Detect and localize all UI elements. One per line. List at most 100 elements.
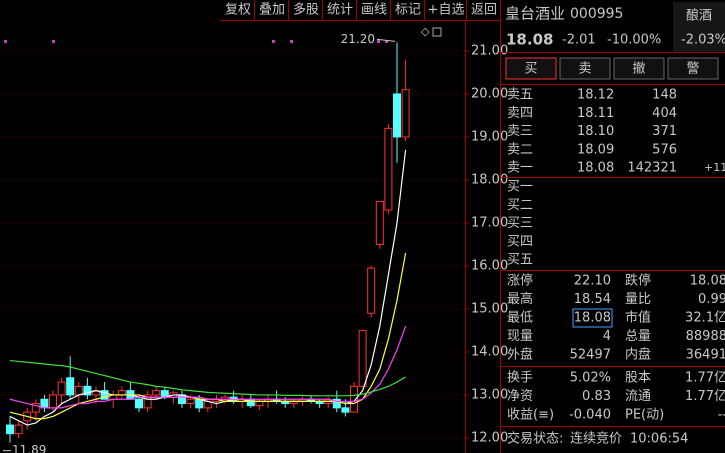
toolbar-button[interactable]: 画线	[361, 3, 387, 18]
toolbar-button[interactable]: 多股	[293, 2, 319, 18]
y-tick-label: 17.00	[471, 215, 508, 230]
y-tick-label: 18.00	[471, 172, 508, 187]
stock-name: 皇台酒业	[505, 5, 565, 23]
stat-value: 36491	[686, 348, 725, 363]
y-tick-label: 19.00	[471, 129, 508, 144]
trade-button-label[interactable]: 卖	[578, 62, 591, 77]
order-price: 18.12	[577, 88, 614, 103]
moving-average	[9, 359, 406, 397]
toolbar-button[interactable]: 返回	[471, 3, 497, 18]
order-label: 买四	[507, 234, 533, 249]
moving-average	[9, 325, 407, 409]
candle-body	[14, 424, 23, 435]
y-tick-label: 20.00	[471, 86, 508, 101]
diamond-icon: ◇	[421, 25, 430, 38]
order-label: 卖四	[507, 106, 533, 121]
candle-body	[195, 398, 204, 409]
candle-body	[66, 377, 75, 396]
status-value: 连续竞价	[570, 431, 622, 447]
stat-value: 18.08	[574, 311, 611, 326]
stat-label: 现量	[507, 329, 533, 344]
candle-body	[178, 394, 186, 405]
stat-label: PE(动)	[625, 408, 664, 423]
price-change: -2.01	[562, 33, 596, 48]
stat-value: 32.1亿	[685, 311, 725, 326]
order-label: 买一	[507, 180, 533, 195]
marker-dot	[52, 40, 55, 43]
order-label: 买三	[507, 216, 533, 231]
stat-label: 流通	[625, 389, 651, 404]
stat-label: 最低	[507, 311, 533, 326]
sector-box	[673, 2, 725, 52]
order-price: 18.09	[577, 142, 614, 157]
trade-button-label[interactable]: 撤	[632, 61, 645, 77]
order-label: 买五	[507, 253, 533, 268]
candle-body	[358, 329, 367, 387]
order-label: 卖二	[507, 142, 533, 157]
candle-body	[74, 385, 83, 396]
candle-body	[341, 407, 350, 413]
toolbar-button[interactable]: 标记	[395, 3, 421, 18]
y-tick-label: 15.00	[471, 301, 508, 316]
order-label: 卖五	[507, 88, 533, 103]
annotation-arrow	[376, 38, 396, 42]
stat-value: -0.040	[569, 408, 611, 423]
order-volume: 142321	[627, 161, 677, 176]
stat-label: 外盘	[507, 347, 533, 363]
marker-dot	[290, 40, 293, 43]
stat-label: 市值	[625, 310, 651, 326]
toolbar-button[interactable]: 复权	[225, 2, 251, 18]
stat-label: 收益(≡)	[507, 408, 554, 423]
candle-body	[350, 385, 358, 413]
price-change-pct: -10.00%	[607, 33, 661, 48]
trade-button[interactable]	[559, 57, 611, 80]
stat-value: 0.99	[698, 292, 725, 307]
stat-value: 5.02%	[570, 371, 611, 386]
trade-button-label[interactable]: 警	[686, 61, 699, 77]
stat-value: 18.54	[574, 292, 611, 307]
stat-label: 最高	[507, 291, 533, 307]
toolbar-button[interactable]: 统计	[327, 3, 353, 18]
trade-button-label[interactable]: 买	[524, 62, 537, 77]
marker-dot	[377, 40, 380, 43]
stock-code: 000995	[570, 6, 623, 22]
candle-body	[143, 394, 152, 409]
y-tick-label: 13.00	[471, 387, 508, 402]
candle-body	[83, 385, 92, 396]
candle-body	[40, 398, 49, 409]
stat-label: 量比	[625, 292, 651, 307]
order-price: 18.10	[577, 124, 614, 139]
candle-body	[117, 390, 126, 396]
stat-value: 0.83	[582, 389, 611, 404]
order-price: 18.11	[577, 106, 614, 121]
order-volume: 148	[652, 88, 677, 103]
stat-value: 1.77亿	[685, 389, 725, 404]
stat-label: 换手	[507, 371, 533, 386]
order-label: 买二	[507, 198, 533, 213]
candle-body	[31, 403, 40, 413]
stat-label: 涨停	[507, 273, 533, 289]
trade-button[interactable]	[613, 57, 665, 80]
stat-label: 跌停	[625, 273, 651, 289]
stat-value: 52497	[570, 348, 611, 363]
marker-dot	[385, 40, 388, 43]
toolbar-button[interactable]: 叠加	[259, 3, 285, 18]
candle-body	[152, 390, 161, 396]
trade-button[interactable]	[505, 57, 557, 80]
candle-body	[135, 398, 143, 409]
sector-name: 酿酒	[686, 8, 712, 24]
order-price: 18.08	[577, 161, 614, 176]
stat-value: --	[718, 408, 725, 423]
trade-button[interactable]	[667, 57, 719, 80]
stat-value: 22.10	[574, 274, 611, 289]
stat-value: 18.08	[690, 274, 725, 289]
toolbar-button[interactable]: +自选	[428, 3, 465, 18]
marker-dot	[272, 40, 275, 43]
candle-body	[6, 424, 14, 435]
order-volume: 404	[652, 106, 677, 121]
last-price: 18.08	[506, 31, 553, 49]
marker-dot	[4, 40, 7, 43]
candle-body	[393, 93, 401, 138]
sector-change: -2.03%	[681, 33, 725, 48]
